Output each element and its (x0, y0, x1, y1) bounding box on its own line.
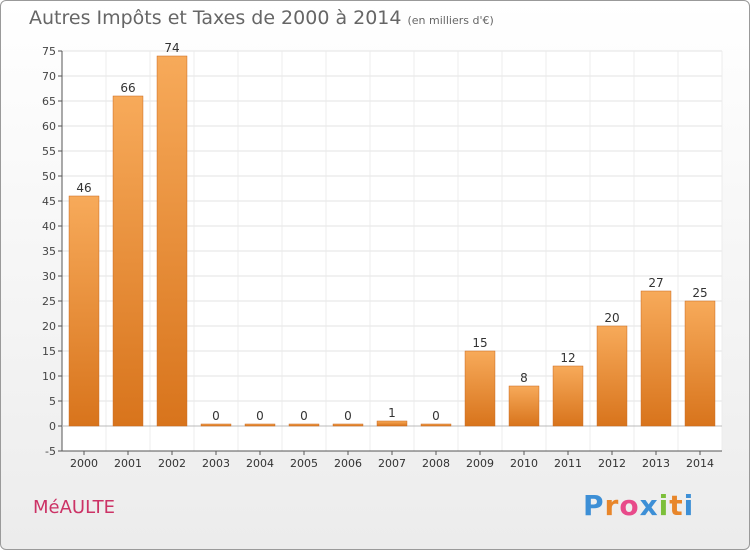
x-tick-label-2005: 2005 (290, 457, 318, 470)
y-tick-label: 50 (42, 170, 56, 183)
bar-2006 (332, 423, 364, 427)
y-tick-label: 65 (42, 95, 56, 108)
y-tick-label: 35 (42, 245, 56, 258)
bar-2014 (684, 300, 716, 427)
y-tick-label: 70 (42, 70, 56, 83)
logo-letter: i (658, 489, 670, 522)
logo-letter: x (639, 489, 659, 522)
y-tick-label: 25 (42, 295, 56, 308)
y-tick-label: 10 (42, 370, 56, 383)
x-tick-label-2014: 2014 (686, 457, 714, 470)
x-tick-label-2008: 2008 (422, 457, 450, 470)
commune-name: MéAULTE (33, 497, 116, 518)
data-label-2007: 1 (388, 406, 396, 420)
data-label-2002: 74 (164, 41, 179, 55)
data-label-2005: 0 (300, 409, 308, 423)
data-labels: 46 66 74 0 0 0 0 1 0 15 8 12 20 27 25 (76, 41, 707, 423)
bar-2000 (68, 195, 100, 427)
chart-unit: (en milliers d'€) (407, 14, 494, 27)
logo-letter: i (683, 489, 695, 522)
y-tick-label: 40 (42, 220, 56, 233)
y-tick-labels: -5 0 5 10 15 20 25 30 35 40 45 50 55 60 65 70 75 (42, 45, 56, 458)
x-tick-label-2012: 2012 (598, 457, 626, 470)
bar-2009 (464, 350, 496, 427)
logo-letter: P (583, 489, 605, 522)
bar-2008 (420, 423, 452, 427)
bars (68, 55, 716, 427)
data-label-2011: 12 (560, 351, 575, 365)
chart-title-text: Autres Impôts et Taxes de 2000 à 2014 (29, 7, 402, 29)
logo-letter: t (669, 489, 684, 522)
y-tick-label: 55 (42, 145, 56, 158)
x-tick-label-2007: 2007 (378, 457, 406, 470)
bar-2002 (156, 55, 188, 427)
x-tick-label-2006: 2006 (334, 457, 362, 470)
y-tick-label: 5 (49, 395, 56, 408)
logo-letter: o (619, 489, 640, 522)
data-label-2006: 0 (344, 409, 352, 423)
chart-title: Autres Impôts et Taxes de 2000 à 2014 (en… (29, 7, 494, 29)
bar-2007 (376, 420, 408, 427)
x-tick-labels: 2000 2001 2002 2003 2004 2005 2006 2007 2008 2009… (70, 457, 714, 470)
x-tick-label-2001: 2001 (114, 457, 142, 470)
x-tick-label-2004: 2004 (246, 457, 274, 470)
data-label-2000: 46 (76, 181, 91, 195)
x-tick-label-2000: 2000 (70, 457, 98, 470)
bar-2011 (552, 365, 584, 427)
y-tick-label: 75 (42, 45, 56, 58)
data-label-2003: 0 (212, 409, 220, 423)
bar-2004 (244, 423, 276, 427)
bar-2005 (288, 423, 320, 427)
y-tick-label: 15 (42, 345, 56, 358)
bar-2012 (596, 325, 628, 427)
bar-2013 (640, 290, 672, 427)
y-tick-label: 0 (49, 420, 56, 433)
x-tick-label-2009: 2009 (466, 457, 494, 470)
bar-2010 (508, 385, 540, 427)
x-tick-label-2002: 2002 (158, 457, 186, 470)
data-label-2010: 8 (520, 371, 528, 385)
x-tick-label-2013: 2013 (642, 457, 670, 470)
data-label-2001: 66 (120, 81, 135, 95)
data-label-2013: 27 (648, 276, 663, 290)
x-tick-label-2003: 2003 (202, 457, 230, 470)
logo-letter: r (604, 489, 620, 522)
y-tick-label: -5 (45, 445, 56, 458)
y-tick-label: 45 (42, 195, 56, 208)
y-tick-label: 60 (42, 120, 56, 133)
data-label-2008: 0 (432, 409, 440, 423)
data-label-2004: 0 (256, 409, 264, 423)
data-label-2014: 25 (692, 286, 707, 300)
y-tick-label: 30 (42, 270, 56, 283)
y-tick-label: 20 (42, 320, 56, 333)
proxiti-logo: Proxiti (583, 489, 694, 522)
x-tick-label-2010: 2010 (510, 457, 538, 470)
data-label-2012: 20 (604, 311, 619, 325)
bar-2001 (112, 95, 144, 427)
x-tick-label-2011: 2011 (554, 457, 582, 470)
bar-2003 (200, 423, 232, 427)
data-label-2009: 15 (472, 336, 487, 350)
